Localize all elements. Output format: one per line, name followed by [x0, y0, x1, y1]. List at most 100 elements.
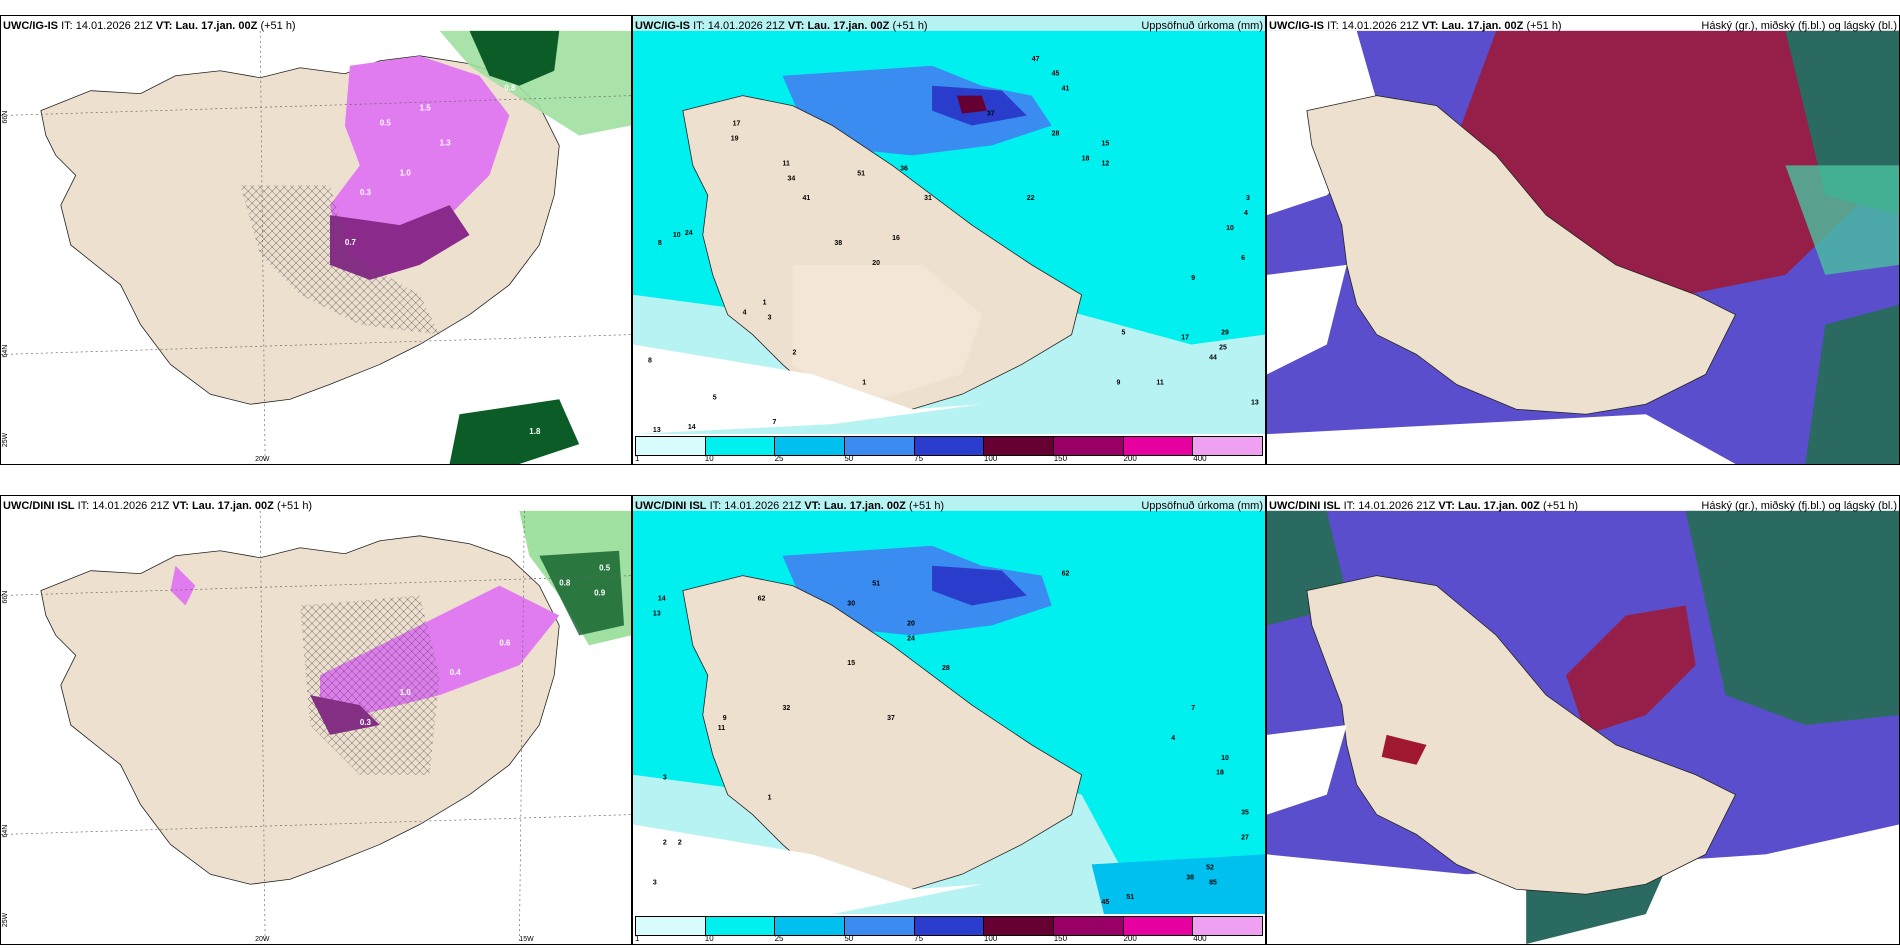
precip-value: 32: [783, 705, 791, 712]
vt-label: VT: Lau. 17.jan. 00Z: [804, 500, 906, 512]
precip-value: 7: [1191, 705, 1195, 712]
precip-value: 25: [1219, 345, 1227, 352]
colorbar-label: 1: [635, 934, 640, 943]
model-name: UWC/DINI ISL: [635, 500, 707, 512]
colorbar-cell: [705, 437, 776, 455]
precip-value: 11: [718, 725, 725, 732]
panel-header: UWC/DINI ISL IT: 14.01.2026 21Z VT: Lau.…: [635, 496, 1263, 516]
model-name: UWC/IG-IS: [3, 20, 58, 32]
precip-value: 8: [648, 357, 652, 364]
it-value: 14.01.2026 21Z: [92, 500, 170, 512]
lead-time: (+51 h): [892, 20, 928, 32]
precip-value: 13: [653, 427, 661, 434]
snow-label: 1.0: [400, 168, 412, 177]
snow-label: 1.8: [529, 427, 541, 436]
colorbar-cell: [914, 437, 985, 455]
precip-value: 16: [892, 235, 900, 242]
precip-value: 17: [733, 121, 741, 128]
colorbar-cell: [1123, 437, 1194, 455]
precip-value: 29: [1221, 330, 1229, 337]
precip-value: 10: [1226, 225, 1234, 232]
lat-label-66: 66N: [2, 111, 9, 124]
it-value: 14.01.2026 21Z: [707, 20, 785, 32]
panel-clouds-igis: UWC/IG-IS IT: 14.01.2026 21Z VT: Lau. 17…: [1266, 15, 1900, 465]
snow-label: 0.5: [599, 564, 611, 573]
model-name: UWC/DINI ISL: [1269, 500, 1341, 512]
vt-label: VT: Lau. 17.jan. 00Z: [155, 20, 258, 32]
precip-value: 35: [1241, 810, 1249, 817]
precip-value: 18: [1082, 155, 1090, 162]
precip-value: 13: [1251, 399, 1259, 406]
vt-label: VT: Lau. 17.jan. 00Z: [1421, 20, 1524, 32]
it-label: IT:: [77, 500, 90, 512]
precip-value: 20: [872, 260, 880, 267]
precip-value: 15: [1102, 140, 1110, 147]
snow-label: 1.0: [400, 688, 412, 697]
precip-value: 41: [802, 195, 810, 202]
precip-value: 9: [1116, 379, 1120, 386]
colorbar-label: 25: [774, 934, 784, 943]
panel-header: UWC/DINI ISL IT: 14.01.2026 21Z VT: Lau.…: [3, 496, 629, 516]
snow-label: 0.5: [380, 119, 392, 128]
panel-precip-dini: 14 13 9 62 51 30 20 37 28 24 15 11 32 47…: [632, 495, 1266, 945]
precip-value: 47: [1032, 56, 1040, 63]
vt-label: VT: Lau. 17.jan. 00Z: [787, 20, 890, 32]
precip-title: Uppsöfnuð úrkoma (mm): [1141, 20, 1263, 32]
precip-value: 18: [1216, 770, 1224, 777]
snow-label: 0.6: [499, 638, 511, 647]
map-clouds-igis: [1267, 16, 1899, 464]
precip-value: 45: [1052, 71, 1060, 78]
colorbar-cell: [845, 917, 915, 935]
colorbar-cell: [636, 917, 706, 935]
precip-value: 37: [887, 715, 895, 722]
precip-value: 14: [658, 596, 666, 603]
panel-header: UWC/IG-IS IT: 14.01.2026 21Z VT: Lau. 17…: [635, 16, 1263, 36]
map-precip-igis: 17 19 11 34 41 51 36 31 8 10 24 16 38 20…: [633, 16, 1265, 464]
colorbar-cell: [1193, 437, 1263, 455]
colorbar-cell: [705, 917, 776, 935]
lon-label-15: 15W: [519, 936, 534, 943]
precip-value: 52: [1206, 864, 1214, 871]
precip-value: 15: [847, 660, 855, 667]
colorbar-label: 50: [844, 454, 854, 463]
map-snow-igis: 0.5 1.5 0.3 1.0 1.3 0.7 0.8 1.8 66N 64N …: [1, 16, 631, 464]
model-name: UWC/IG-IS: [1269, 20, 1324, 32]
colorbar-label: 150: [1053, 454, 1068, 463]
precip-value: 62: [758, 596, 766, 603]
precip-value: 3: [768, 315, 772, 322]
precip-value: 5: [1121, 330, 1125, 337]
colorbar-label: 200: [1123, 454, 1137, 463]
colorbar-cell: [1193, 917, 1263, 935]
lon-label-25: 25W: [2, 912, 9, 927]
precip-value: 24: [685, 230, 693, 237]
precip-value: 5: [713, 394, 717, 401]
precip-value: 20: [907, 620, 915, 627]
precip-value: 19: [731, 135, 739, 142]
precip-value: 12: [1102, 160, 1110, 167]
colorbar: 1 10 25 50 75 100 150 200 400: [633, 434, 1265, 464]
precip-value: 9: [723, 715, 727, 722]
it-label: IT:: [61, 20, 73, 32]
clouds-title: Háský (gr.), miðský (fj.bl.) og lágský (…: [1701, 20, 1897, 32]
vt-label: VT: Lau. 17.jan. 00Z: [1438, 500, 1540, 512]
colorbar-cell: [775, 917, 846, 935]
colorbar-label: 75: [914, 934, 924, 943]
it-value: 14.01.2026 21Z: [75, 20, 153, 32]
map-clouds-dini: [1267, 496, 1899, 944]
precip-value: 4: [743, 310, 747, 317]
colorbar-label: 10: [704, 454, 714, 463]
map-snow-dini: 0.8 0.9 0.5 1.0 0.3 0.4 0.6 66N 64N 25W …: [1, 496, 631, 944]
precip-value: 7: [773, 419, 777, 426]
precip-value: 31: [924, 195, 932, 202]
vt-label: VT: Lau. 17.jan. 00Z: [172, 500, 274, 512]
lon-label-25: 25W: [2, 432, 9, 447]
colorbar-label: 10: [704, 934, 714, 943]
precip-value: 28: [1052, 130, 1060, 137]
precip-value: 10: [1221, 755, 1229, 762]
colorbar-cell: [984, 437, 1055, 455]
precip-value: 41: [1062, 86, 1070, 93]
clouds-title: Háský (gr.), miðský (fj.bl.) og lágský (…: [1701, 500, 1897, 512]
colorbar-label: 50: [844, 934, 854, 943]
colorbar-label: 75: [914, 454, 924, 463]
colorbar-cells: [635, 436, 1263, 456]
